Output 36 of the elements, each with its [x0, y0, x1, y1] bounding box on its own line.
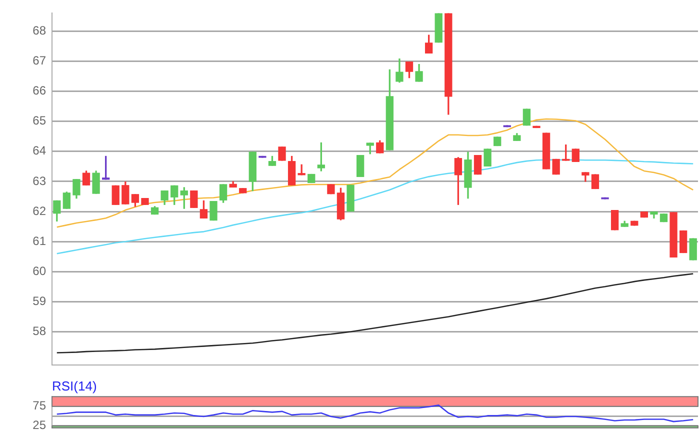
y-tick-label: 66 [32, 84, 46, 98]
candlestick [190, 190, 198, 208]
y-tick-label: 67 [32, 54, 46, 68]
candlestick [532, 126, 540, 128]
candlestick [308, 174, 316, 184]
candlestick [689, 238, 697, 260]
y-tick-label: 75 [32, 398, 46, 413]
candlestick [494, 136, 502, 146]
y-tick-label: 61 [32, 234, 46, 248]
candlestick [679, 230, 688, 254]
candlestick [660, 214, 668, 222]
candlestick [610, 210, 619, 230]
candlestick [474, 155, 482, 175]
candlestick [591, 174, 600, 190]
y-tick-label: 25 [32, 418, 46, 432]
y-tick-label: 65 [32, 114, 46, 128]
candlestick [346, 184, 354, 212]
candlestick [141, 198, 149, 205]
candlestick [278, 146, 286, 161]
candlestick [572, 148, 580, 162]
chart-title: RSI(14) [52, 378, 97, 394]
candlestick [670, 212, 678, 258]
y-tick-label: 60 [32, 264, 46, 278]
candlestick [552, 158, 560, 175]
y-tick-label: 68 [32, 24, 46, 38]
candlestick [210, 200, 218, 221]
y-tick-label: 62 [32, 204, 46, 218]
y-tick-label: 64 [32, 144, 46, 158]
candlestick [327, 184, 335, 194]
candlestick [640, 212, 648, 218]
candlestick [112, 185, 120, 205]
y-tick-label: 59 [32, 294, 46, 308]
y-tick-label: 63 [32, 174, 46, 188]
y-tick-label: 58 [32, 324, 46, 338]
candlestick [484, 148, 492, 166]
candlestick [522, 108, 531, 126]
